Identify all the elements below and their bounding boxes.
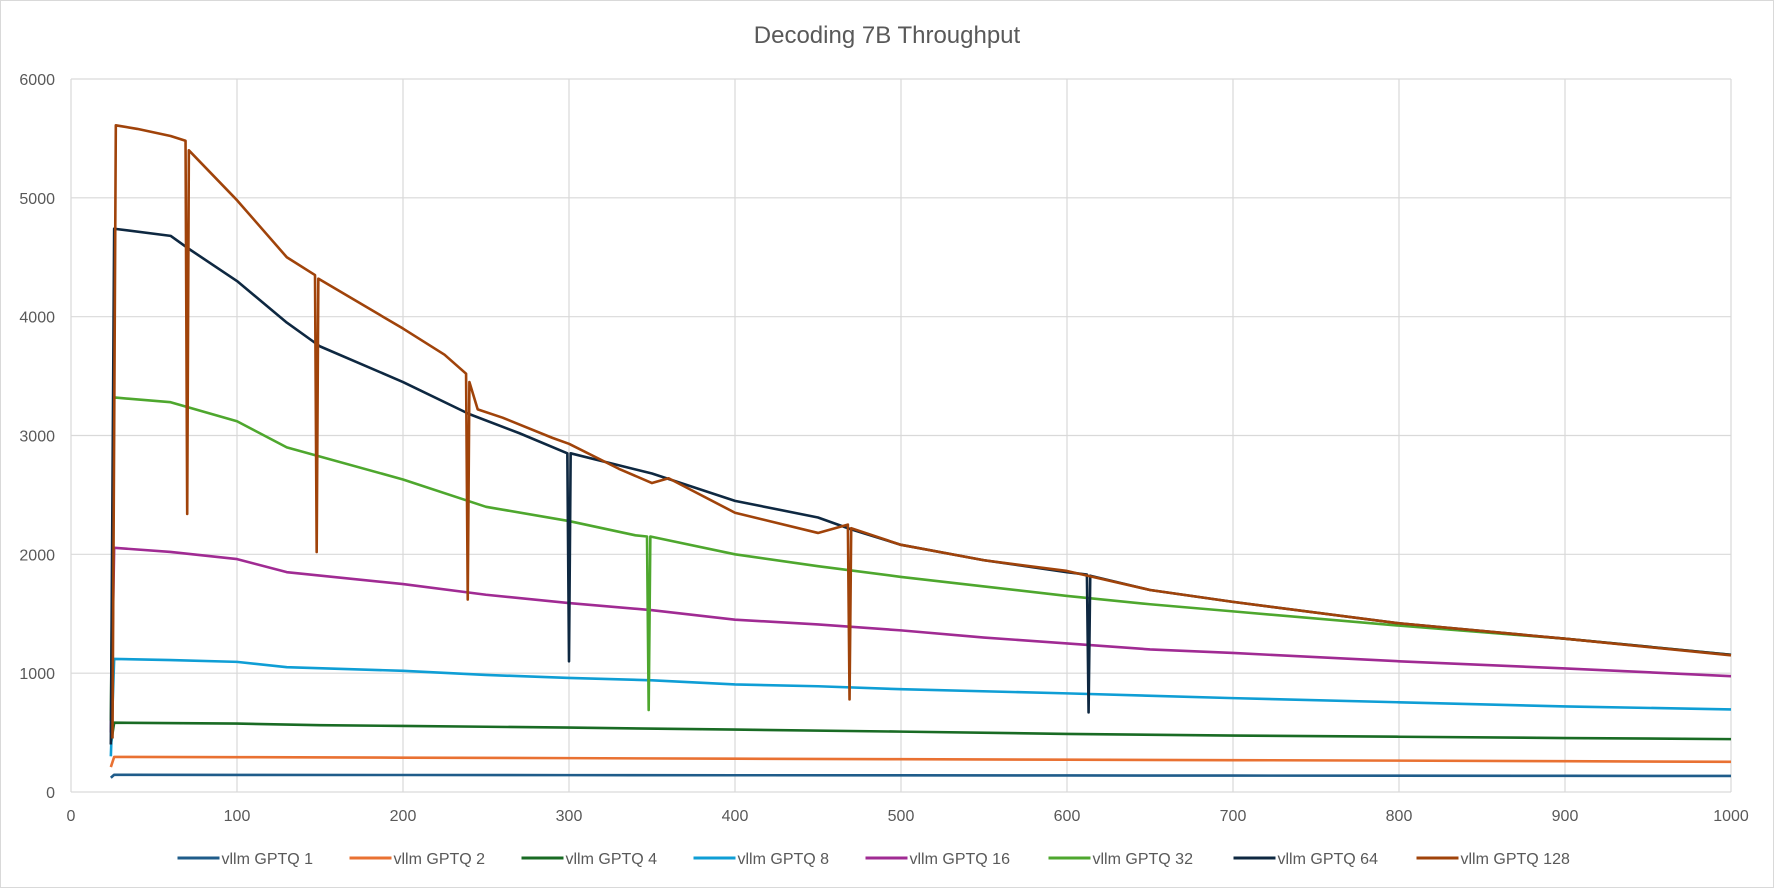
series-line-3 [109, 721, 1732, 745]
series-line-6 [109, 396, 1732, 721]
x-tick-label: 200 [390, 808, 417, 825]
series-line-7 [109, 227, 1732, 745]
legend-label: vllm GPTQ 1 [222, 851, 314, 868]
y-tick-label: 6000 [19, 72, 55, 89]
y-tick-label: 3000 [19, 429, 55, 446]
series-line-4 [109, 657, 1732, 757]
gridlines [70, 78, 1732, 793]
legend-item-8: vllm GPTQ 128 [1416, 851, 1570, 868]
x-tick-label: 100 [224, 808, 251, 825]
legend-label: vllm GPTQ 128 [1461, 851, 1570, 868]
series-lines [109, 124, 1732, 779]
series-line-8 [111, 124, 1732, 739]
x-tick-label: 800 [1386, 808, 1413, 825]
series-line-5 [109, 546, 1732, 733]
legend-item-5: vllm GPTQ 16 [865, 851, 1011, 868]
series-line-2 [109, 755, 1732, 768]
axes: 0 1000 2000 3000 4000 5000 6000 0 100 200 300 400 50… [19, 72, 1748, 825]
y-tick-label: 5000 [19, 191, 55, 208]
legend-label: vllm GPTQ 8 [738, 851, 830, 868]
series-line-1 [109, 773, 1732, 779]
legend-label: vllm GPTQ 4 [566, 851, 658, 868]
legend-label: vllm GPTQ 2 [394, 851, 486, 868]
legend-item-6: vllm GPTQ 32 [1048, 851, 1194, 868]
x-tick-label: 900 [1552, 808, 1579, 825]
y-tick-label: 1000 [19, 666, 55, 683]
x-tick-label: 700 [1220, 808, 1247, 825]
legend-item-4: vllm GPTQ 8 [693, 851, 830, 868]
legend-item-1: vllm GPTQ 1 [177, 851, 314, 868]
legend-label: vllm GPTQ 16 [910, 851, 1011, 868]
y-tick-label: 4000 [19, 310, 55, 327]
x-tick-label: 0 [67, 808, 76, 825]
legend-item-3: vllm GPTQ 4 [521, 851, 658, 868]
legend-item-2: vllm GPTQ 2 [349, 851, 486, 868]
legend-label: vllm GPTQ 32 [1093, 851, 1194, 868]
x-tick-label: 400 [722, 808, 749, 825]
legend-item-7: vllm GPTQ 64 [1233, 851, 1379, 868]
y-tick-label: 2000 [19, 547, 55, 564]
legend-label: vllm GPTQ 64 [1278, 851, 1379, 868]
x-tick-label: 500 [888, 808, 915, 825]
x-tick-label: 300 [556, 808, 583, 825]
x-tick-label: 600 [1054, 808, 1081, 825]
chart-title: Decoding 7B Throughput [754, 22, 1021, 49]
x-tick-label: 1000 [1713, 808, 1749, 825]
y-tick-label: 0 [46, 785, 55, 802]
legend: vllm GPTQ 1 vllm GPTQ 2 vllm GPTQ 4 vllm GP… [177, 851, 1570, 868]
